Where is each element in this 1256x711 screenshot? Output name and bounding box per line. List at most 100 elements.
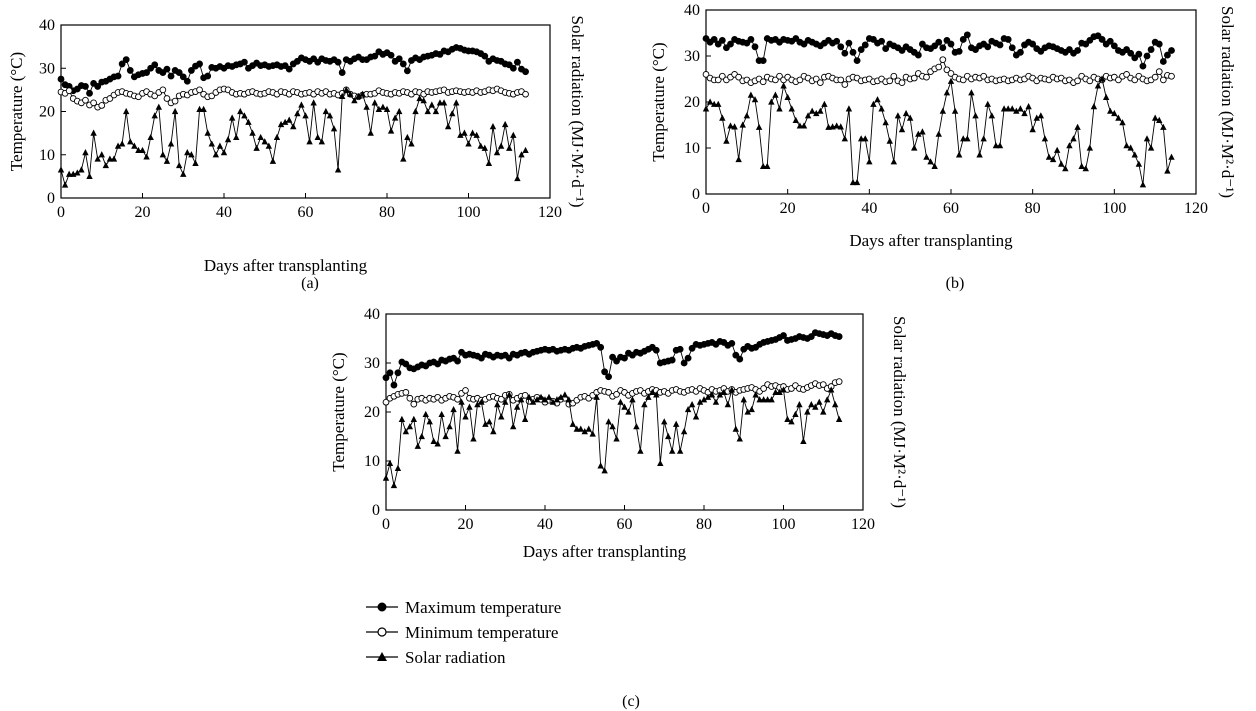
data-point (183, 77, 191, 85)
data-point (796, 122, 804, 129)
data-point (1164, 51, 1171, 59)
y-tick-label: 20 (684, 94, 700, 111)
data-point (718, 72, 726, 80)
data-point (919, 128, 926, 135)
data-point (886, 77, 894, 85)
data-point (1098, 75, 1106, 82)
data-point (90, 99, 97, 107)
data-point (804, 408, 811, 415)
data-point (473, 131, 480, 138)
data-point (890, 72, 898, 80)
data-point (641, 401, 648, 408)
data-point (302, 112, 309, 119)
data-point (788, 105, 795, 112)
y-tick-label: 40 (684, 2, 700, 19)
x-tick-label: 60 (617, 516, 633, 533)
data-point (780, 386, 787, 393)
data-point (273, 133, 281, 141)
data-point (224, 136, 232, 143)
data-point (1127, 144, 1134, 151)
data-point (923, 73, 930, 81)
data-point (510, 423, 517, 430)
legend-item-min: Minimum temperature (366, 623, 558, 642)
y2-axis-title: Solar radiation (MJ·M²·d⁻¹) (568, 16, 587, 208)
data-point (557, 393, 565, 400)
data-point (808, 401, 815, 408)
data-point (490, 428, 497, 435)
data-point (424, 107, 431, 115)
data-point (828, 386, 835, 393)
data-point (371, 52, 379, 60)
data-point (114, 142, 122, 149)
data-point (837, 76, 845, 84)
data-point (1106, 37, 1114, 45)
data-point (862, 135, 869, 142)
data-point (728, 386, 736, 393)
data-point (661, 418, 668, 425)
data-point (529, 398, 537, 405)
data-point (1131, 76, 1139, 84)
data-point (845, 39, 853, 47)
data-point (90, 129, 97, 136)
y-tick-label: 40 (364, 306, 380, 323)
data-point (935, 63, 943, 71)
data-point (106, 155, 114, 162)
data-point (204, 72, 212, 80)
data-point (171, 97, 179, 105)
chart-panel-a: 0 20 40 60 80 100 120 0 10 20 30 40 Days after trans… (7, 16, 587, 275)
data-point (187, 67, 195, 74)
data-point (525, 393, 533, 400)
data-point (768, 98, 775, 105)
data-point (784, 93, 791, 100)
data-point (984, 100, 991, 107)
data-point (821, 100, 828, 107)
data-point (163, 65, 171, 73)
data-point (506, 391, 513, 398)
legend-label-max: Maximum temperature (405, 598, 561, 617)
data-point (537, 393, 545, 400)
data-point (943, 89, 951, 96)
y-tick-label: 20 (364, 404, 380, 421)
data-point (959, 76, 967, 84)
data-point (522, 90, 529, 98)
x-tick-label: 80 (1025, 200, 1041, 217)
data-point (696, 398, 704, 405)
x-axis-title: Days after transplanting (204, 256, 368, 275)
data-point (800, 122, 808, 129)
data-point (497, 395, 505, 403)
data-point (633, 423, 640, 430)
data-point (882, 119, 889, 126)
data-point (330, 125, 338, 132)
data-point (518, 151, 525, 158)
data-point (522, 68, 529, 76)
x-tick-label: 80 (379, 204, 395, 221)
data-point (980, 72, 988, 80)
data-point (601, 368, 609, 376)
data-point (712, 398, 720, 405)
data-point (382, 474, 390, 481)
data-point (1098, 36, 1106, 43)
data-point (1155, 40, 1163, 48)
data-point (812, 75, 820, 83)
data-point (406, 394, 414, 402)
data-point (82, 83, 89, 90)
data-point (86, 89, 93, 97)
data-point (432, 107, 440, 115)
data-point (458, 398, 465, 405)
data-point (796, 76, 804, 84)
data-point (1155, 68, 1163, 75)
data-point (78, 166, 85, 173)
data-point (454, 447, 461, 454)
data-point (390, 481, 398, 489)
data-point (184, 148, 191, 156)
data-point (269, 157, 277, 164)
data-point (740, 396, 747, 403)
data-point (347, 90, 354, 97)
data-point (180, 170, 187, 177)
data-point (984, 43, 992, 51)
data-point (110, 155, 118, 162)
data-point (988, 112, 996, 119)
data-point (817, 107, 824, 114)
data-point (996, 142, 1004, 149)
data-point (457, 131, 464, 138)
